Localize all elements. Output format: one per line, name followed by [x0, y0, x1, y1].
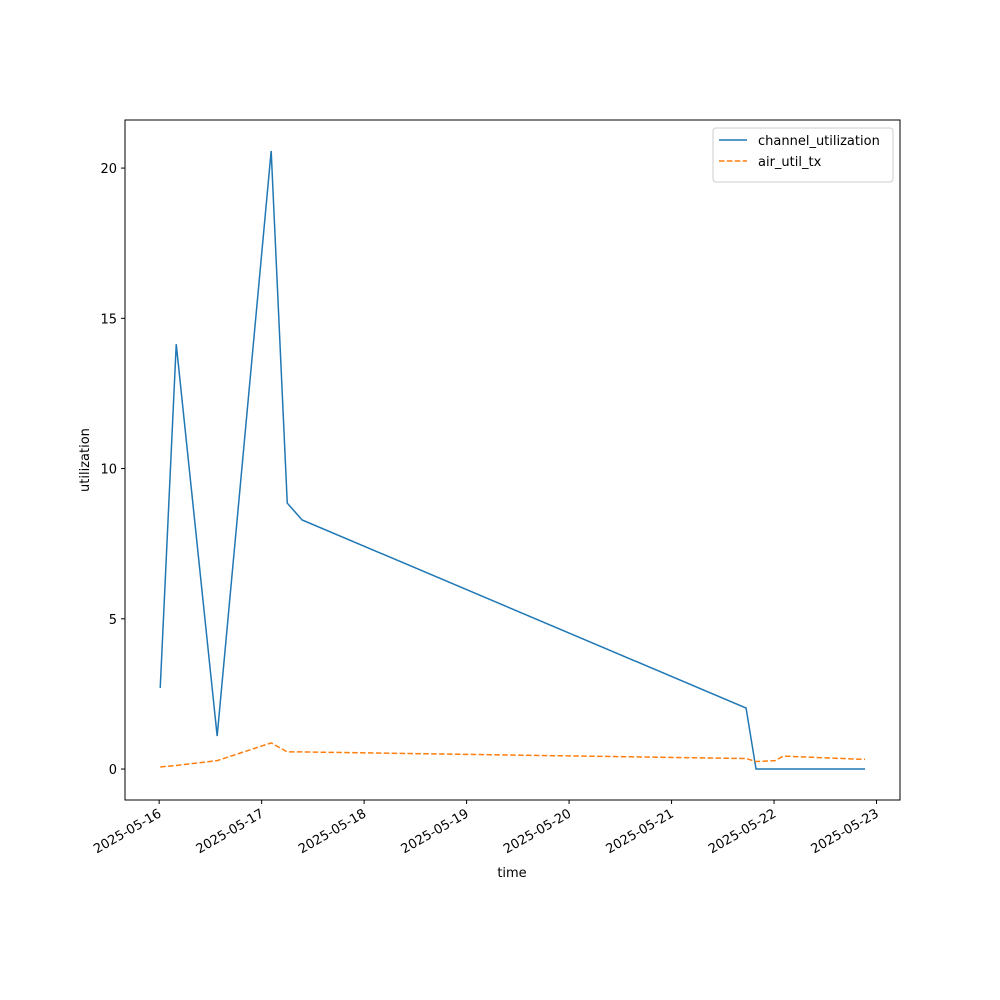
y-axis-label: utilization	[78, 428, 93, 492]
y-tick-label: 5	[109, 613, 117, 628]
x-tick-label: 2025-05-19	[399, 806, 472, 857]
series-line	[159, 150, 866, 770]
x-tick-label: 2025-05-21	[604, 806, 677, 857]
y-tick-label: 0	[109, 763, 117, 778]
legend-label: air_util_tx	[758, 155, 822, 170]
x-axis-label: time	[497, 866, 526, 881]
x-tick-label: 2025-05-20	[501, 806, 574, 857]
y-tick-label: 10	[100, 463, 117, 478]
x-tick-label: 2025-05-22	[706, 806, 779, 857]
x-tick-label: 2025-05-23	[809, 806, 882, 857]
series-line	[160, 742, 866, 768]
legend-box	[712, 127, 894, 183]
x-tick-label: 2025-05-17	[194, 806, 267, 857]
axes-frame	[124, 119, 901, 801]
y-tick-label: 20	[100, 162, 117, 177]
y-tick-label: 15	[100, 312, 117, 327]
x-tick-label: 2025-05-16	[91, 806, 164, 857]
legend-label: channel_utilization	[758, 134, 880, 149]
x-tick-label: 2025-05-18	[296, 806, 369, 857]
